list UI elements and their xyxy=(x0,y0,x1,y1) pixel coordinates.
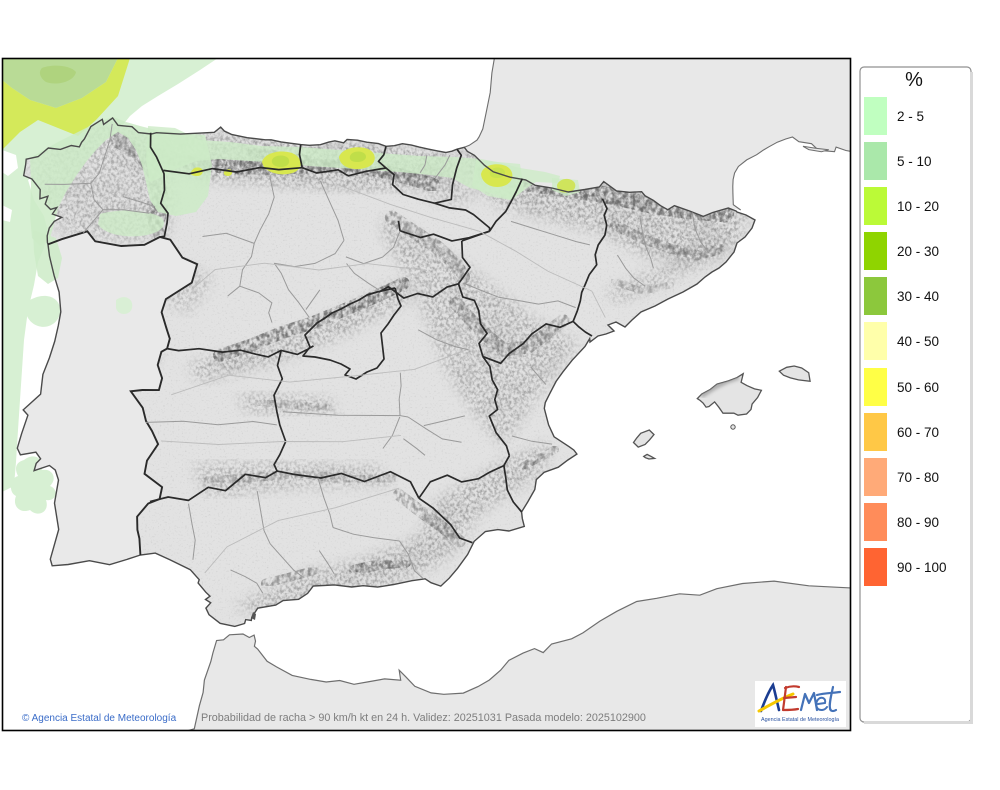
svg-text:Probabilidad de racha > 90 km/: Probabilidad de racha > 90 km/h kt en 24… xyxy=(201,712,646,724)
svg-text:© Agencia Estatal de Meteorolo: © Agencia Estatal de Meteorología xyxy=(22,713,177,724)
svg-text:60 - 70: 60 - 70 xyxy=(897,425,939,440)
svg-text:90 - 100: 90 - 100 xyxy=(897,560,947,575)
svg-text:20 - 30: 20 - 30 xyxy=(897,244,939,259)
svg-text:40 - 50: 40 - 50 xyxy=(897,334,939,349)
svg-text:Agencia Estatal de Meteorologí: Agencia Estatal de Meteorología xyxy=(761,717,839,723)
svg-text:80 - 90: 80 - 90 xyxy=(897,515,939,530)
svg-text:5 - 10: 5 - 10 xyxy=(897,154,932,169)
svg-text:%: % xyxy=(905,69,923,91)
svg-text:70 - 80: 70 - 80 xyxy=(897,470,939,485)
svg-text:50 - 60: 50 - 60 xyxy=(897,380,939,395)
svg-text:2 - 5: 2 - 5 xyxy=(897,109,924,124)
svg-text:30 - 40: 30 - 40 xyxy=(897,289,939,304)
svg-text:10 - 20: 10 - 20 xyxy=(897,199,939,214)
